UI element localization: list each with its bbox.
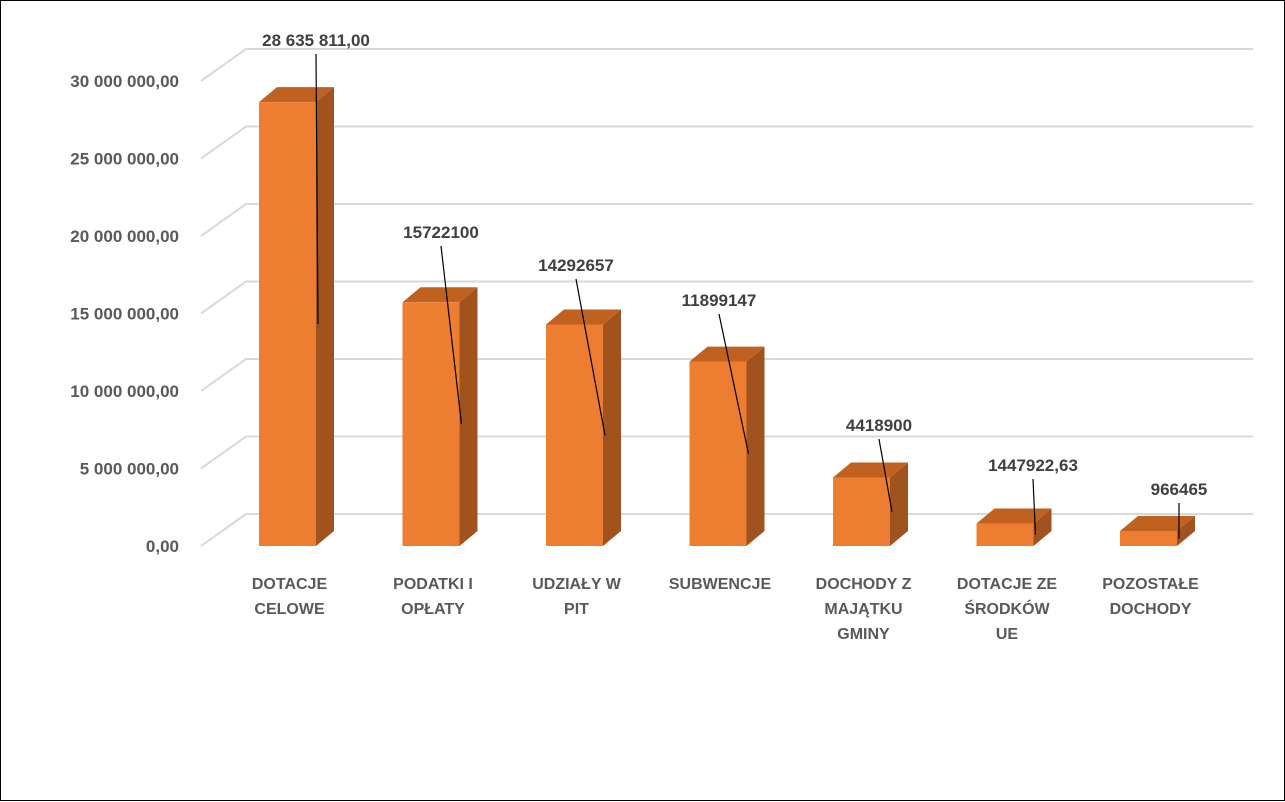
category-label: UDZIAŁY W PIT <box>532 576 621 618</box>
data-labels: 28 635 811,00 15722100 14292657 11899147 441… <box>262 31 1207 499</box>
bar-front <box>402 302 460 546</box>
bar-side <box>746 346 765 546</box>
bar-front <box>976 523 1034 546</box>
bar <box>976 508 1052 546</box>
bar <box>402 287 478 546</box>
leader-lines <box>315 53 1180 539</box>
bar-front <box>259 102 316 546</box>
bar-front <box>546 324 603 546</box>
category-labels: DOTACJE CELOWE PODATKI I OPŁATY UDZIAŁY W PIT… <box>252 576 1199 643</box>
data-label: 11899147 <box>682 291 757 310</box>
category-label: POZOSTAŁE DOCHODY <box>1102 576 1199 618</box>
bar-top <box>1120 516 1195 532</box>
data-label: 1447922,63 <box>988 456 1078 475</box>
gridline <box>200 358 1253 392</box>
gridline <box>200 48 1253 82</box>
leader-line <box>440 245 463 425</box>
bar-top <box>402 287 478 303</box>
category-label: DOTACJE ZE ŚRODKÓW UE <box>957 576 1057 643</box>
data-label: 15722100 <box>403 223 479 242</box>
leader-line <box>718 313 750 454</box>
bar <box>1120 516 1195 546</box>
bar-top <box>976 508 1052 524</box>
leader-line <box>315 53 319 325</box>
bar-side <box>459 287 478 546</box>
bar <box>546 309 621 546</box>
gridline <box>200 280 1253 315</box>
y-tick-label: 5 000 000,00 <box>80 460 179 479</box>
category-label: DOCHODY Z MAJĄTKU GMINY <box>816 576 912 643</box>
bar-front <box>689 361 747 546</box>
data-label: 966465 <box>1151 480 1208 499</box>
bar <box>689 346 765 546</box>
bar-side <box>1177 516 1195 546</box>
bar <box>833 462 908 546</box>
category-label: PODATKI I OPŁATY <box>393 576 473 618</box>
bar-top <box>833 462 908 478</box>
bars <box>259 87 1195 546</box>
leader-line <box>1032 478 1037 535</box>
gridline <box>200 513 1253 547</box>
bar-side <box>316 87 334 546</box>
y-tick-label: 25 000 000,00 <box>70 150 179 169</box>
gridline <box>200 435 1253 470</box>
y-tick-label: 30 000 000,00 <box>70 72 179 91</box>
category-label: DOTACJE CELOWE <box>252 576 328 618</box>
y-tick-label: 10 000 000,00 <box>70 382 179 401</box>
bar-top <box>259 87 334 103</box>
bar-front <box>833 477 890 546</box>
bar-side <box>1033 508 1052 546</box>
leader-line <box>575 278 606 436</box>
category-label: SUBWENCJE <box>669 576 772 593</box>
y-tick-label: 15 000 000,00 <box>70 305 179 324</box>
gridlines <box>200 48 1253 547</box>
bar-side <box>603 309 621 546</box>
bar <box>259 87 334 546</box>
data-label: 4418900 <box>846 416 912 435</box>
gridline <box>200 125 1253 160</box>
y-tick-label: 0,00 <box>146 537 179 556</box>
data-label: 14292657 <box>538 256 614 275</box>
bar-front <box>1120 531 1177 546</box>
y-axis-ticks: 0,00 5 000 000,00 10 000 000,00 15 000 000,… <box>70 72 179 556</box>
gridline <box>200 203 1253 237</box>
bar-side <box>890 462 908 546</box>
data-label: 28 635 811,00 <box>262 31 370 50</box>
y-tick-label: 20 000 000,00 <box>70 227 179 246</box>
leader-line <box>878 438 893 512</box>
